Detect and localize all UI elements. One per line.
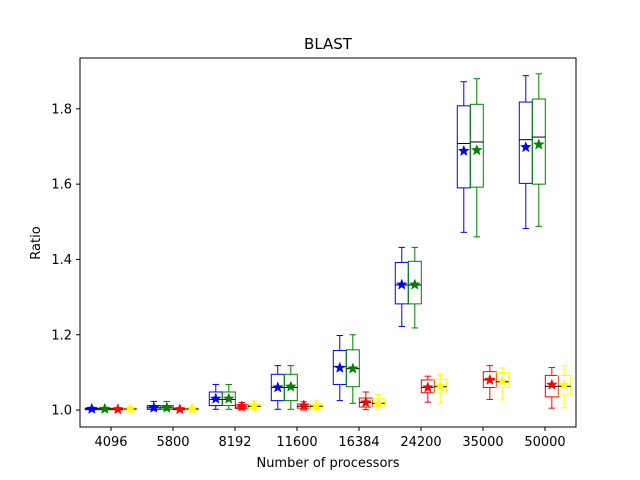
plot-frame [79, 57, 577, 428]
x-tick-label: 4096 [94, 435, 127, 450]
box-plot [495, 367, 510, 401]
x-axis-label: Number of processors [256, 456, 399, 471]
x-axis: 4096 5800 8192 11600 16384 24200 35000 50000 [94, 427, 566, 450]
box-plot [557, 365, 572, 409]
box [557, 374, 572, 396]
y-tick-label: 1.0 [51, 404, 72, 419]
box-plot [332, 335, 347, 402]
box [407, 260, 422, 305]
x-tick-label: 24200 [400, 435, 441, 450]
box-plot [234, 400, 249, 412]
box-plot [394, 246, 409, 327]
mean-marker [284, 380, 297, 392]
mean-marker [434, 380, 447, 392]
mean-marker [421, 381, 434, 393]
mean-marker [470, 144, 483, 156]
y-tick-label: 1.8 [51, 102, 72, 117]
y-tick-label: 1.2 [51, 328, 72, 343]
y-axis-label: Ratio [29, 226, 44, 259]
mean-marker [124, 402, 137, 414]
y-tick-label: 1.6 [51, 178, 72, 193]
box [469, 103, 484, 188]
mean-marker [346, 362, 359, 374]
mean-marker [457, 144, 470, 157]
box-plot [123, 402, 138, 414]
mean-marker [85, 402, 98, 414]
box-plot [84, 402, 99, 414]
mean-marker [483, 373, 496, 385]
box-plot [358, 391, 373, 411]
box-plot [208, 383, 223, 410]
mean-marker [147, 401, 160, 413]
box-plot [371, 393, 386, 411]
mean-marker [545, 378, 558, 390]
box-plot [531, 73, 546, 227]
box-plot [97, 402, 112, 414]
mean-marker [333, 361, 346, 373]
box-plot [482, 365, 497, 401]
box-plot [221, 383, 236, 410]
mean-marker [222, 392, 235, 404]
mean-marker [359, 396, 372, 408]
box-plot [247, 399, 262, 411]
mean-marker [310, 399, 323, 411]
box [433, 378, 448, 394]
box-plot [433, 373, 448, 404]
mean-marker [408, 278, 421, 290]
mean-marker [173, 403, 186, 415]
mean-marker [558, 378, 571, 391]
box-plot [345, 334, 360, 404]
box-plot [270, 365, 285, 410]
mean-marker [395, 278, 408, 290]
mean-marker [235, 400, 248, 412]
mean-marker [160, 401, 173, 413]
mean-marker [297, 399, 310, 411]
mean-marker [248, 399, 261, 411]
mean-marker [111, 403, 124, 415]
mean-marker [532, 138, 545, 150]
box [495, 371, 510, 388]
box-plot [544, 367, 559, 409]
box-plot [110, 403, 125, 415]
box [221, 391, 236, 407]
x-tick-label: 11600 [276, 435, 317, 450]
y-tick-label: 1.4 [51, 253, 72, 268]
box [531, 98, 546, 185]
chart-title: BLAST [304, 35, 353, 53]
x-tick-label: 5800 [156, 435, 189, 450]
box-plot [185, 402, 200, 414]
box-plot [309, 399, 324, 411]
x-tick-label: 8192 [218, 435, 251, 450]
mean-marker [209, 392, 222, 404]
box-plot [518, 75, 533, 230]
plot-area [84, 73, 572, 415]
box-plot [159, 400, 174, 413]
box-plot [420, 375, 435, 403]
y-axis: 1.0 1.2 1.4 1.6 1.8 [51, 102, 80, 419]
box-plot [456, 81, 471, 233]
x-tick-label: 50000 [524, 435, 565, 450]
box-plot [469, 78, 484, 238]
box-plot [296, 399, 311, 411]
mean-marker [372, 397, 385, 409]
mean-marker [98, 402, 111, 414]
mean-marker [519, 141, 532, 153]
mean-marker [496, 374, 509, 387]
mean-marker [186, 402, 199, 414]
box-plot [172, 403, 187, 415]
box-plot [407, 246, 422, 329]
x-tick-label: 16384 [338, 435, 379, 450]
box-plot [146, 400, 161, 413]
mean-marker [271, 381, 284, 393]
x-tick-label: 35000 [462, 435, 503, 450]
box-plot [283, 365, 298, 410]
